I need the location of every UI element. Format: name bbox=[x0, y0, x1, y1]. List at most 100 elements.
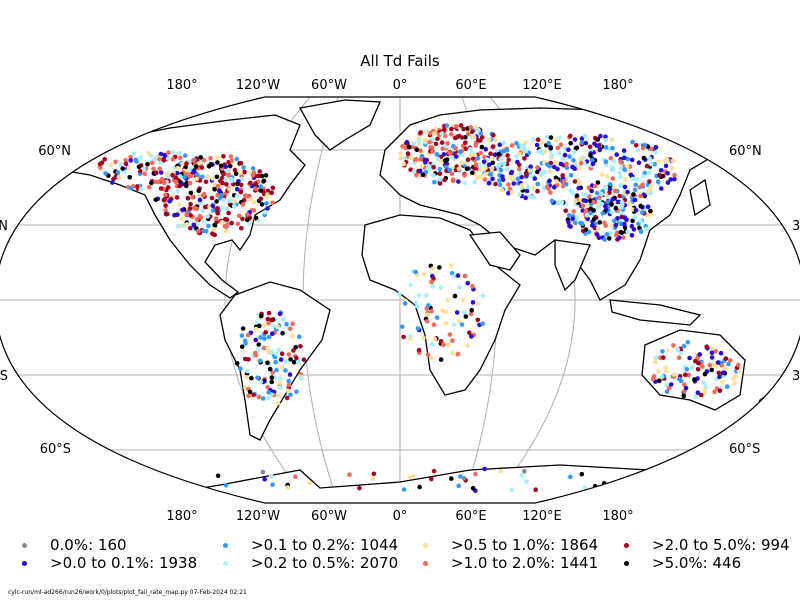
station-point bbox=[441, 342, 446, 348]
station-point bbox=[418, 157, 423, 162]
station-point bbox=[588, 153, 593, 158]
station-point bbox=[196, 228, 201, 234]
station-point bbox=[194, 172, 200, 177]
station-point bbox=[497, 142, 503, 147]
lat-label-left: 60°S bbox=[40, 442, 71, 457]
station-point bbox=[622, 155, 627, 161]
station-point bbox=[215, 160, 220, 165]
station-point bbox=[490, 176, 495, 182]
lon-label-top: 60°E bbox=[455, 78, 486, 93]
station-point bbox=[591, 217, 597, 222]
station-point bbox=[234, 186, 240, 192]
station-point bbox=[612, 218, 617, 224]
station-point bbox=[279, 351, 285, 357]
station-point bbox=[188, 190, 194, 196]
station-point bbox=[221, 197, 226, 203]
station-point bbox=[173, 179, 179, 185]
station-point bbox=[415, 326, 421, 331]
station-point bbox=[399, 324, 405, 330]
station-point bbox=[184, 161, 189, 166]
station-point bbox=[176, 151, 182, 156]
station-point bbox=[251, 199, 257, 205]
station-point bbox=[556, 200, 561, 206]
station-point bbox=[571, 157, 576, 163]
station-point bbox=[572, 179, 578, 184]
station-point bbox=[215, 210, 220, 215]
station-point bbox=[420, 172, 426, 177]
station-point bbox=[215, 183, 221, 189]
station-point bbox=[432, 179, 437, 185]
station-point bbox=[288, 357, 293, 362]
station-point bbox=[522, 469, 527, 474]
africa bbox=[361, 214, 521, 396]
station-point bbox=[166, 150, 171, 155]
station-point bbox=[449, 126, 454, 132]
station-point bbox=[689, 365, 695, 371]
station-point bbox=[260, 469, 266, 475]
station-point bbox=[197, 197, 203, 203]
station-point bbox=[402, 301, 408, 306]
station-point bbox=[644, 226, 649, 232]
station-point bbox=[202, 219, 207, 224]
station-point bbox=[473, 471, 478, 477]
station-point bbox=[223, 229, 229, 234]
station-point bbox=[269, 317, 274, 323]
station-point bbox=[632, 214, 638, 220]
station-point bbox=[287, 372, 293, 377]
station-point bbox=[595, 180, 601, 185]
station-point bbox=[170, 150, 175, 155]
station-point bbox=[215, 473, 221, 479]
station-point bbox=[396, 292, 402, 297]
station-point bbox=[231, 203, 237, 209]
station-point bbox=[617, 193, 622, 199]
station-point bbox=[531, 137, 536, 142]
station-point bbox=[253, 337, 258, 343]
station-point bbox=[256, 394, 262, 400]
station-point bbox=[561, 156, 566, 161]
station-point bbox=[683, 372, 688, 378]
station-point bbox=[702, 388, 708, 393]
station-point bbox=[472, 179, 477, 185]
legend-label: >0.0 to 0.1%: 1938 bbox=[50, 554, 198, 572]
lat-label-right: 60°N bbox=[729, 144, 762, 159]
station-point bbox=[265, 206, 270, 211]
station-point bbox=[279, 364, 285, 370]
footer-path: cylc-run/ml-ad266/run26/work/0/plots/plo… bbox=[8, 589, 247, 596]
station-point bbox=[274, 367, 279, 373]
lon-labels-bottom: 180° 120°W 60°W 0° 60°E 120°E 180° bbox=[166, 509, 633, 524]
lon-label-top: 180° bbox=[602, 78, 633, 93]
station-point bbox=[462, 173, 467, 178]
station-point bbox=[544, 184, 550, 189]
station-point bbox=[398, 155, 403, 161]
station-point bbox=[456, 318, 462, 324]
station-point bbox=[564, 182, 569, 187]
station-point bbox=[672, 172, 677, 178]
legend-label: >0.5 to 1.0%: 1864 bbox=[451, 536, 599, 554]
station-point bbox=[606, 236, 612, 241]
station-point bbox=[721, 370, 726, 376]
station-point bbox=[557, 136, 562, 141]
station-point bbox=[501, 140, 506, 145]
station-point bbox=[470, 485, 476, 491]
station-point bbox=[658, 168, 664, 173]
station-points bbox=[97, 123, 742, 494]
station-point bbox=[531, 195, 537, 200]
station-point bbox=[131, 151, 137, 156]
station-point bbox=[656, 368, 661, 374]
station-point bbox=[519, 143, 524, 149]
station-point bbox=[424, 129, 430, 135]
station-point bbox=[239, 344, 245, 350]
india bbox=[554, 239, 591, 292]
station-point bbox=[262, 209, 268, 215]
station-point bbox=[556, 151, 562, 156]
world-map: 180° 120°W 60°W 0° 60°E 120°E 180° 180° … bbox=[0, 78, 800, 524]
station-point bbox=[482, 177, 488, 182]
station-point bbox=[566, 147, 571, 153]
station-point bbox=[227, 163, 233, 169]
station-point bbox=[641, 155, 647, 161]
station-point bbox=[716, 370, 722, 376]
station-point bbox=[193, 164, 199, 169]
station-point bbox=[647, 156, 653, 161]
station-point bbox=[411, 169, 417, 174]
station-point bbox=[687, 355, 692, 361]
